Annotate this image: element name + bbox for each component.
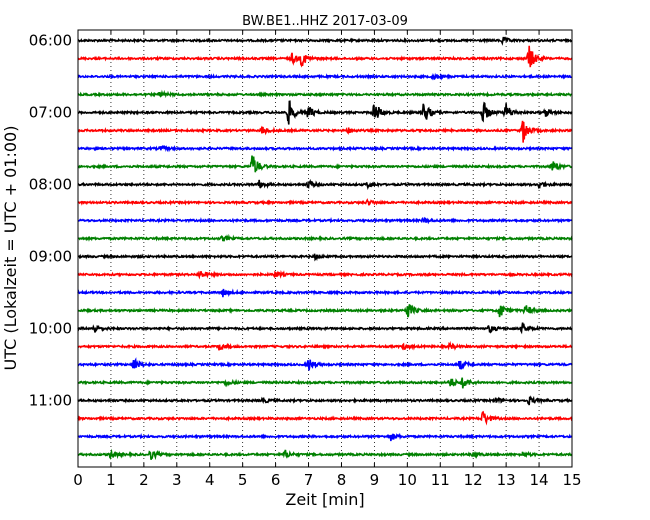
seismic-trace xyxy=(77,72,573,81)
x-tick-label: 10 xyxy=(398,471,417,489)
y-tick-label: 08:00 xyxy=(29,176,72,194)
seismic-trace xyxy=(77,233,573,243)
x-tick-label: 12 xyxy=(464,471,483,489)
y-tick-label: 09:00 xyxy=(29,248,72,266)
seismic-trace xyxy=(77,377,573,389)
seismic-trace xyxy=(77,155,573,173)
trace-group xyxy=(77,36,573,461)
seismic-trace xyxy=(77,253,573,262)
y-axis-ticks: 06:00 07:00 08:00 09:00 10:00 11:00 xyxy=(29,32,572,410)
seismic-trace xyxy=(77,144,573,153)
x-tick-label: 5 xyxy=(238,471,248,489)
seismic-trace xyxy=(77,100,573,125)
plot-frame xyxy=(77,29,573,468)
x-tick-label: 15 xyxy=(562,471,581,489)
y-tick-label: 06:00 xyxy=(29,32,72,50)
seismic-trace xyxy=(77,45,573,68)
seismic-trace xyxy=(77,410,573,426)
y-axis-label: UTC (Lokalzeit = UTC + 01:00) xyxy=(1,126,20,371)
seismic-trace xyxy=(77,395,573,406)
x-axis-label: Zeit [min] xyxy=(285,490,364,509)
x-tick-label: 3 xyxy=(172,471,182,489)
x-tick-label: 11 xyxy=(431,471,450,489)
grid-lines xyxy=(110,30,540,467)
x-tick-label: 14 xyxy=(530,471,549,489)
seismic-trace xyxy=(77,120,573,143)
x-tick-label: 4 xyxy=(205,471,215,489)
seismic-trace xyxy=(77,288,573,298)
seismic-trace xyxy=(77,448,573,461)
x-tick-label: 6 xyxy=(271,471,281,489)
seismic-trace xyxy=(77,89,573,99)
chart-title: BW.BE1..HHZ 2017-03-09 xyxy=(242,14,408,29)
y-tick-label: 11:00 xyxy=(29,392,72,410)
seismic-trace xyxy=(77,304,573,318)
seismic-trace xyxy=(77,269,573,280)
x-tick-label: 2 xyxy=(139,471,149,489)
seismic-trace xyxy=(77,198,573,206)
seismic-trace xyxy=(77,432,573,442)
y-tick-label: 10:00 xyxy=(29,320,72,338)
x-tick-label: 8 xyxy=(337,471,347,489)
seismic-trace xyxy=(77,216,573,225)
seismic-trace xyxy=(77,340,573,351)
seismic-trace xyxy=(77,36,573,46)
x-tick-label: 13 xyxy=(497,471,516,489)
x-tick-label: 1 xyxy=(106,471,116,489)
x-tick-label: 7 xyxy=(304,471,314,489)
y-tick-label: 07:00 xyxy=(29,104,72,122)
seismic-trace xyxy=(77,322,573,335)
seismic-trace xyxy=(77,357,573,371)
x-tick-label: 0 xyxy=(73,471,83,489)
seismic-trace xyxy=(77,178,573,191)
x-tick-label: 9 xyxy=(370,471,380,489)
x-axis-ticks: 0 1 2 3 4 5 6 7 8 9 10 11 12 13 14 15 xyxy=(73,30,582,489)
